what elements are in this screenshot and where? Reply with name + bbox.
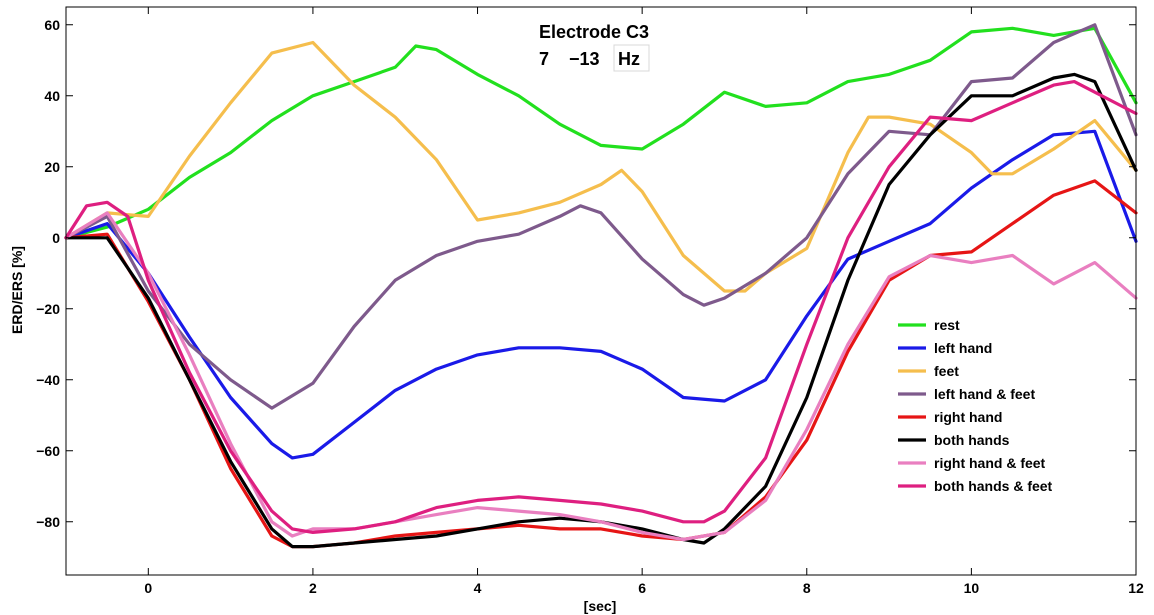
- y-tick-label: 20: [44, 159, 60, 175]
- series-line-4: [64, 179, 1138, 549]
- y-tick-label: −60: [36, 443, 60, 459]
- x-tick-label: 6: [638, 580, 646, 596]
- legend-label: right hand: [934, 409, 1002, 425]
- series-line-0: [64, 26, 1138, 240]
- y-axis-ticks: −80 −60 −40 −20 0 20 40 60: [36, 17, 1136, 530]
- x-axis-label: [sec]: [584, 598, 617, 614]
- chart-title: Electrode C3: [539, 22, 649, 42]
- series-line-7: [64, 79, 1138, 535]
- series-line-5: [64, 72, 1138, 549]
- axes-layer: [65, 6, 1137, 576]
- x-tick-label: 8: [803, 580, 811, 596]
- y-tick-label: 40: [44, 88, 60, 104]
- x-tick-label: 12: [1128, 580, 1144, 596]
- subtitle-unit-box: [613, 44, 650, 72]
- legend-label: both hands & feet: [934, 478, 1053, 494]
- y-tick-label: 60: [44, 17, 60, 33]
- series-line-1: [64, 129, 1138, 460]
- x-tick-label: 10: [964, 580, 980, 596]
- y-tick-label: −80: [36, 514, 60, 530]
- y-tick-label: −20: [36, 301, 60, 317]
- series-line-2: [64, 40, 1138, 293]
- chart-subtitle-unit: Hz: [618, 49, 640, 69]
- legend-label: right hand & feet: [934, 455, 1046, 471]
- x-tick-label: 4: [474, 580, 482, 596]
- chart-subtitle-range: 7 −13: [539, 49, 600, 69]
- legend-label: left hand: [934, 340, 992, 356]
- legend-label: feet: [934, 363, 959, 379]
- x-axis-ticks: 0 2 4 6 8 10 12: [144, 7, 1144, 596]
- legend-label: both hands: [934, 432, 1010, 448]
- y-tick-label: 0: [52, 230, 60, 246]
- legend-label: rest: [934, 317, 960, 333]
- y-axis-label: ERD/ERS [%]: [9, 246, 25, 334]
- x-tick-label: 2: [309, 580, 317, 596]
- legend: rest left hand feet left hand & feet right h…: [898, 317, 1053, 494]
- plot-frame: [65, 6, 1137, 576]
- legend-label: left hand & feet: [934, 386, 1035, 402]
- series-layer: [64, 23, 1138, 549]
- y-tick-label: −40: [36, 372, 60, 388]
- x-tick-label: 0: [144, 580, 152, 596]
